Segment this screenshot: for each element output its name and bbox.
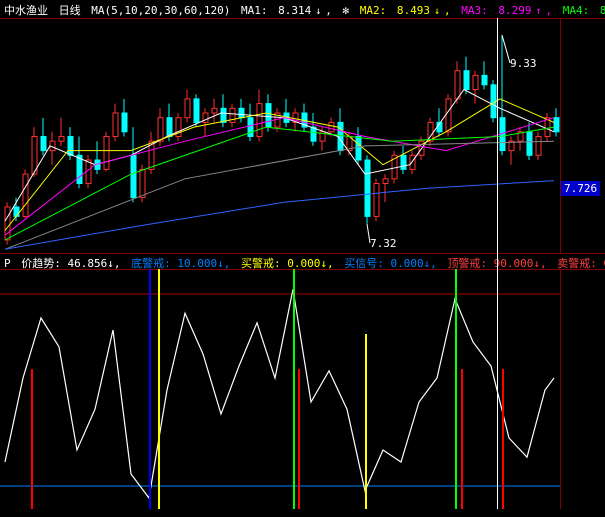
signal-bar [149, 269, 151, 509]
star-icon: ✻ [342, 4, 349, 17]
candlestick-svg [0, 19, 560, 254]
candlestick-chart[interactable]: 9.33 7.32 [0, 18, 560, 253]
crosshair-vertical [497, 18, 498, 509]
ma4-label: MA4: 8.187↑, [563, 4, 605, 17]
ma2-label: MA2: 8.493↓, [360, 4, 451, 17]
indicator-value: 卖警戒: 0.000↑, [557, 257, 605, 269]
signal-bar [455, 269, 457, 509]
current-price-box: 7.726 [561, 181, 600, 196]
sub-axis [560, 269, 605, 509]
stock-name: 中水渔业 [4, 4, 48, 17]
signal-bar [298, 369, 300, 509]
high-price-label: 9.33 [510, 57, 537, 70]
oscillator-chart[interactable] [0, 269, 560, 509]
signal-bar [461, 369, 463, 509]
indicator-value: 底警戒: 10.000↓, [131, 257, 237, 269]
ma-params: MA(5,10,20,30,60,120) [91, 4, 230, 17]
signal-bar [502, 369, 504, 509]
indicator-value: 买信号: 0.000↓, [344, 257, 443, 269]
main-price-axis: 7.726 [560, 18, 605, 253]
signal-bar [365, 334, 367, 509]
dot-row [0, 504, 560, 507]
indicator-prefix: P [4, 257, 11, 269]
ma3-label: MA3: 8.299↑, [461, 4, 552, 17]
oscillator-svg [0, 270, 560, 510]
signal-bar [293, 269, 295, 509]
signal-bar [158, 269, 160, 509]
period-label: 日线 [59, 4, 81, 17]
indicator-value: 买警戒: 0.000↓, [241, 257, 340, 269]
indicator-value: 顶警戒: 90.000↓, [447, 257, 553, 269]
signal-bar [31, 369, 33, 509]
low-price-label: 7.32 [370, 237, 397, 250]
ma1-label: MA1: 8.314↓, [241, 4, 332, 17]
indicator-header: P 价趋势: 46.856↓, 底警戒: 10.000↓, 买警戒: 0.000… [0, 253, 605, 269]
indicator-value: 价趋势: 46.856↓, [21, 257, 127, 269]
chart-header: 中水渔业 日线 MA(5,10,20,30,60,120) MA1: 8.314… [0, 0, 605, 18]
